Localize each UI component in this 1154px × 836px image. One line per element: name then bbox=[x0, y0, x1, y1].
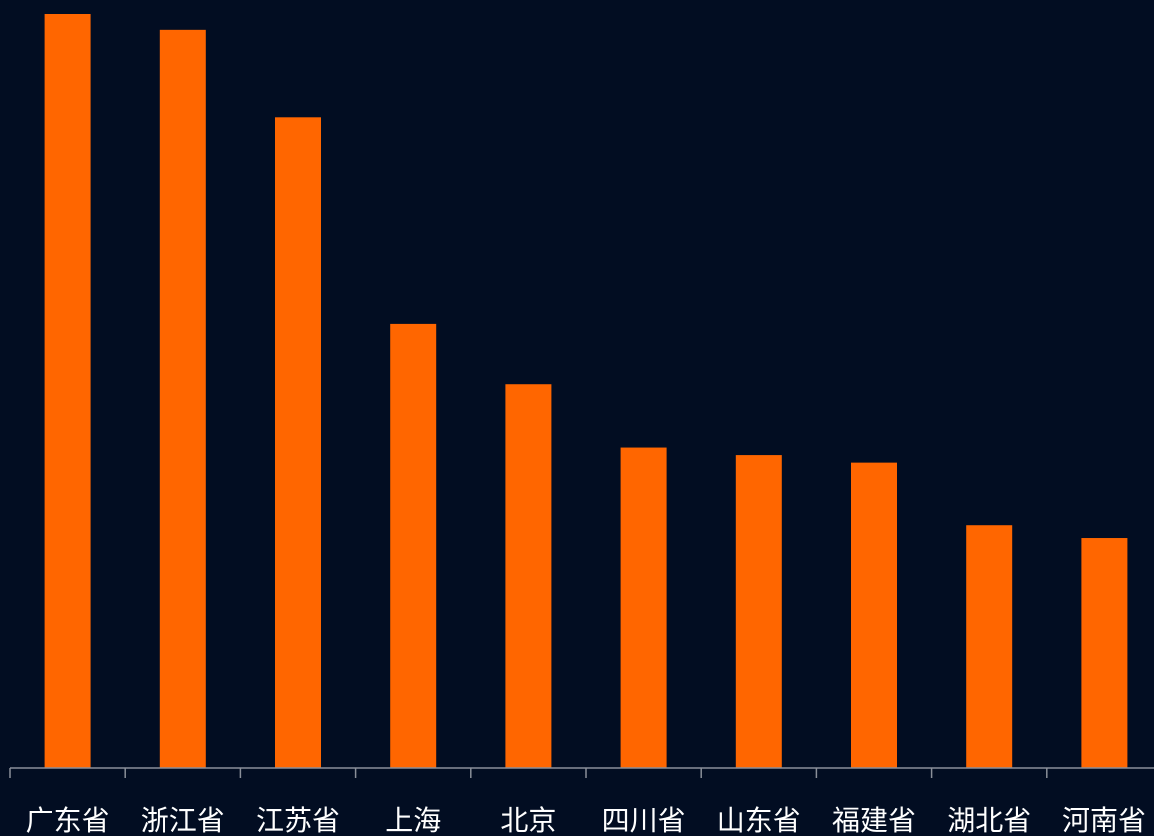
bar bbox=[966, 525, 1013, 768]
x-tick-label: 浙江省 bbox=[141, 804, 225, 836]
x-tick-label: 湖北省 bbox=[947, 804, 1031, 836]
x-tick-label: 江苏省 bbox=[256, 804, 340, 836]
bar bbox=[44, 14, 91, 768]
bar bbox=[735, 455, 782, 768]
bars-group bbox=[44, 14, 1128, 769]
bar bbox=[1081, 538, 1128, 768]
bar bbox=[620, 447, 667, 768]
bar bbox=[390, 323, 437, 768]
x-tick-label: 福建省 bbox=[832, 804, 916, 836]
x-tick-label: 河南省 bbox=[1062, 804, 1146, 836]
x-tick-label: 山东省 bbox=[717, 804, 801, 836]
x-axis bbox=[9, 767, 1154, 778]
x-tick-label: 四川省 bbox=[602, 804, 686, 836]
x-tick-label: 北京 bbox=[500, 804, 556, 836]
x-tick-label: 上海 bbox=[385, 804, 441, 836]
bar bbox=[275, 117, 321, 769]
bar bbox=[505, 384, 552, 768]
x-tick-label: 广东省 bbox=[26, 804, 110, 836]
x-tick-labels: 广东省 浙江省 江苏省 上海 北京 四川省 山东省 福建省 湖北省 河南省 bbox=[26, 804, 1146, 836]
bar bbox=[851, 462, 897, 768]
bar bbox=[159, 29, 206, 769]
